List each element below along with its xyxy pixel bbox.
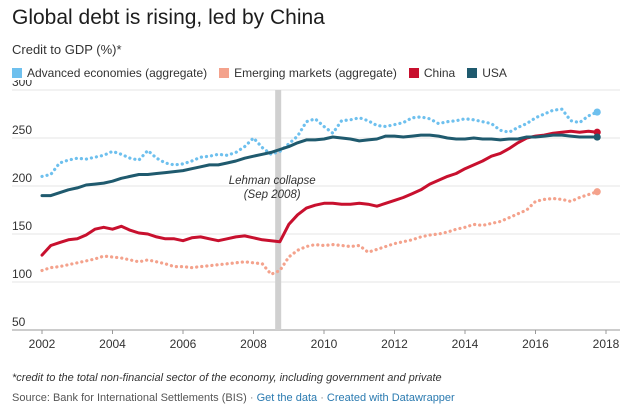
x-tick-label: 2018: [593, 337, 620, 351]
legend-item-china: China: [408, 66, 456, 80]
legend-swatch-usa: [467, 68, 478, 78]
series-line-emerging-markets: [40, 190, 599, 276]
legend-item-usa: USA: [467, 66, 507, 80]
x-tick-label: 2012: [381, 337, 408, 351]
legend-swatch-emerging: [219, 68, 230, 78]
chart-subtitle: Credit to GDP (%)*: [12, 42, 122, 57]
legend-item-advanced: Advanced economies (aggregate): [12, 66, 207, 80]
annotation-lehman-line1: Lehman collapse: [229, 175, 316, 187]
y-tick-label: 100: [12, 267, 32, 281]
y-tick-label: 50: [12, 315, 26, 329]
legend-swatch-china: [408, 68, 419, 78]
series-line-china: [40, 129, 599, 257]
lehman-marker: [275, 90, 282, 330]
legend-label-china: China: [423, 66, 456, 80]
legend-label-advanced: Advanced economies (aggregate): [27, 66, 208, 80]
source-separator-2: ·: [320, 392, 324, 404]
legend: Advanced economies (aggregate) Emerging …: [12, 66, 507, 80]
series-end-point-emerging-markets: [593, 188, 601, 196]
legend-label-emerging: Emerging markets (aggregate): [234, 66, 397, 80]
page-title: Global debt is rising, led by China: [12, 6, 325, 29]
annotation-lehman-line2: (Sep 2008): [244, 189, 301, 201]
x-tick-label: 2016: [522, 337, 549, 351]
datawrapper-link[interactable]: Created with Datawrapper: [326, 392, 455, 404]
x-tick-label: 2006: [170, 337, 197, 351]
legend-swatch-advanced: [12, 68, 22, 78]
series-line-advanced-economies: [40, 107, 599, 179]
y-tick-label: 200: [12, 171, 32, 185]
x-tick-label: 2004: [99, 337, 126, 351]
get-the-data-link[interactable]: Get the data: [256, 392, 318, 404]
x-tick-label: 2008: [240, 337, 267, 351]
x-tick-label: 2002: [29, 337, 56, 351]
series-end-point-usa: [593, 133, 601, 141]
series-line-usa: [40, 133, 599, 198]
y-tick-label: 150: [12, 219, 32, 233]
y-tick-label: 300: [12, 80, 32, 89]
legend-item-emerging: Emerging markets (aggregate): [219, 66, 397, 80]
legend-label-usa: USA: [482, 66, 507, 80]
y-tick-label: 250: [12, 123, 32, 137]
source-text: Source: Bank for International Settlemen…: [12, 392, 247, 404]
line-chart: 50 100 150 200 250 300 2002 2004 2006 2008 2010 201…: [12, 80, 620, 351]
source-line: Source: Bank for International Settlemen…: [12, 392, 455, 404]
x-tick-label: 2010: [311, 337, 338, 351]
source-separator-1: ·: [249, 392, 254, 404]
x-tick-label: 2014: [452, 337, 479, 351]
footnote: *credit to the total non-financial secto…: [12, 372, 442, 384]
series-end-point-advanced-economies: [593, 108, 601, 116]
